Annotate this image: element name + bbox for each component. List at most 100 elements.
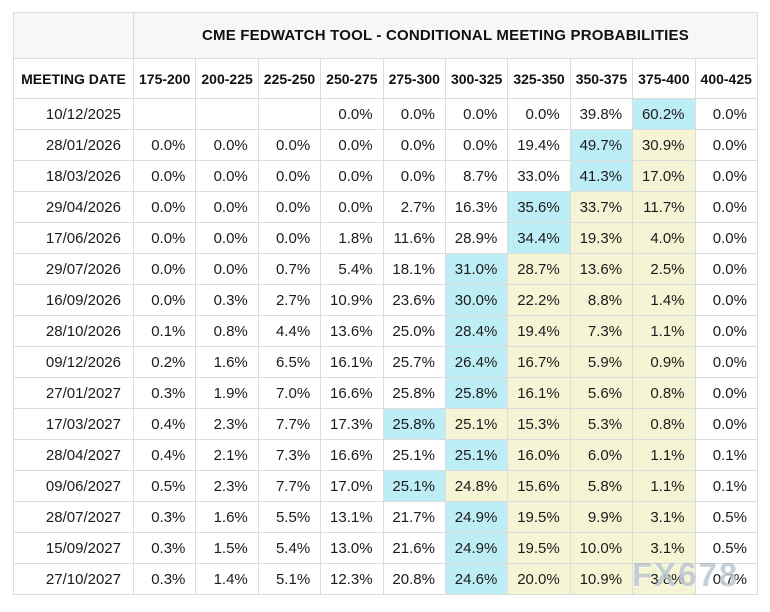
probability-cell: 0.0% <box>320 98 384 130</box>
column-header-225-250: 225-250 <box>257 58 322 99</box>
probability-cell: 1.6% <box>195 501 259 533</box>
probability-cell-yellow: 3.8% <box>632 563 696 595</box>
probability-cell-yellow: 16.1% <box>507 377 571 409</box>
probability-cell-cyan: 25.8% <box>382 408 446 440</box>
probability-cell: 0.1% <box>694 439 758 471</box>
probability-cell: 0.1% <box>694 470 758 502</box>
probability-cell: 0.7% <box>257 253 322 285</box>
probability-cell: 0.0% <box>132 160 197 192</box>
probability-cell-yellow: 10.9% <box>569 563 634 595</box>
probability-cell: 0.5% <box>694 501 758 533</box>
probability-cell-cyan: 24.9% <box>444 501 509 533</box>
column-header-200-225: 200-225 <box>195 58 259 99</box>
probability-cell-yellow: 16.7% <box>507 346 571 378</box>
probability-cell-yellow: 10.0% <box>569 532 634 564</box>
probability-cell-yellow: 19.4% <box>507 315 571 347</box>
probability-cell: 0.0% <box>694 160 758 192</box>
meeting-date-cell: 15/09/2027 <box>13 532 134 564</box>
column-header-meeting-date: MEETING DATE <box>13 58 134 99</box>
probability-cell-yellow: 25.1% <box>444 408 509 440</box>
probability-cell-yellow: 19.5% <box>507 501 571 533</box>
probability-cell: 25.8% <box>382 377 446 409</box>
probability-cell: 4.4% <box>257 315 322 347</box>
probability-cell-yellow: 5.3% <box>569 408 634 440</box>
probability-cell: 16.6% <box>320 377 384 409</box>
column-header-375-400: 375-400 <box>632 58 696 99</box>
column-header-175-200: 175-200 <box>132 58 197 99</box>
table-row: 28/07/2027 0.3% 1.6% 5.5% 13.1% 21.7% 24.9% 19.… <box>13 501 758 533</box>
probability-cell-yellow: 3.1% <box>632 532 696 564</box>
probability-cell-cyan: 60.2% <box>632 98 696 130</box>
probability-cell-yellow: 22.2% <box>507 284 571 316</box>
meeting-date-cell: 29/07/2026 <box>13 253 134 285</box>
fedwatch-probability-table: CME FEDWATCH TOOL - CONDITIONAL MEETING … <box>13 12 758 595</box>
probability-cell: 0.3% <box>132 501 197 533</box>
probability-cell: 0.0% <box>132 129 197 161</box>
table-row: 29/07/2026 0.0% 0.0% 0.7% 5.4% 18.1% 31.0% 28.7… <box>13 253 758 285</box>
probability-cell-cyan: 24.9% <box>444 532 509 564</box>
meeting-date-cell: 28/10/2026 <box>13 315 134 347</box>
probability-cell-cyan: 25.1% <box>444 439 509 471</box>
probability-cell-yellow: 0.9% <box>632 346 696 378</box>
probability-cell: 0.0% <box>320 160 384 192</box>
probability-cell-yellow: 28.7% <box>507 253 571 285</box>
table-row: 27/01/2027 0.3% 1.9% 7.0% 16.6% 25.8% 25.8% 16.… <box>13 377 758 409</box>
probability-cell-yellow: 5.8% <box>569 470 634 502</box>
probability-cell <box>257 98 322 130</box>
probability-cell: 20.8% <box>382 563 446 595</box>
probability-cell: 7.7% <box>257 408 322 440</box>
probability-cell-cyan: 49.7% <box>569 129 634 161</box>
probability-cell-yellow: 16.0% <box>507 439 571 471</box>
table-row: 09/12/2026 0.2% 1.6% 6.5% 16.1% 25.7% 26.4% 16.… <box>13 346 758 378</box>
probability-cell: 0.0% <box>382 160 446 192</box>
probability-cell-yellow: 30.9% <box>632 129 696 161</box>
probability-cell-yellow: 19.3% <box>569 222 634 254</box>
column-header-250-275: 250-275 <box>320 58 384 99</box>
probability-cell: 5.1% <box>257 563 322 595</box>
probability-cell: 0.0% <box>694 408 758 440</box>
probability-cell: 0.0% <box>694 129 758 161</box>
probability-cell-yellow: 13.6% <box>569 253 634 285</box>
probability-cell: 16.3% <box>444 191 509 223</box>
probability-cell: 0.0% <box>694 377 758 409</box>
table-row: 17/06/2026 0.0% 0.0% 0.0% 1.8% 11.6% 28.9% 34.4… <box>13 222 758 254</box>
corner-cell <box>13 12 134 59</box>
probability-cell-yellow: 20.0% <box>507 563 571 595</box>
meeting-date-cell: 28/04/2027 <box>13 439 134 471</box>
probability-cell: 0.0% <box>444 98 509 130</box>
probability-cell: 0.0% <box>694 315 758 347</box>
probability-cell: 2.7% <box>257 284 322 316</box>
probability-cell: 2.7% <box>382 191 446 223</box>
probability-cell-yellow: 15.3% <box>507 408 571 440</box>
probability-cell: 7.3% <box>257 439 322 471</box>
meeting-date-cell: 28/01/2026 <box>13 129 134 161</box>
probability-cell: 1.6% <box>195 346 259 378</box>
probability-cell-yellow: 1.1% <box>632 439 696 471</box>
probability-cell: 25.7% <box>382 346 446 378</box>
probability-cell: 0.0% <box>320 191 384 223</box>
table-row: 10/12/2025 0.0% 0.0% 0.0% 0.0% 39.8% 60.2% 0.0% <box>13 98 758 130</box>
probability-cell: 0.3% <box>132 532 197 564</box>
probability-cell: 0.0% <box>694 284 758 316</box>
probability-cell: 8.7% <box>444 160 509 192</box>
probability-cell: 6.5% <box>257 346 322 378</box>
probability-cell: 1.5% <box>195 532 259 564</box>
meeting-date-cell: 18/03/2026 <box>13 160 134 192</box>
probability-cell: 0.5% <box>132 470 197 502</box>
probability-cell-yellow: 4.0% <box>632 222 696 254</box>
probability-cell-yellow: 5.9% <box>569 346 634 378</box>
probability-cell: 25.1% <box>382 439 446 471</box>
probability-cell: 1.4% <box>195 563 259 595</box>
probability-cell: 0.0% <box>694 191 758 223</box>
probability-cell-cyan: 24.6% <box>444 563 509 595</box>
probability-cell: 17.3% <box>320 408 384 440</box>
probability-cell: 5.4% <box>257 532 322 564</box>
probability-cell-cyan: 30.0% <box>444 284 509 316</box>
probability-cell-yellow: 17.0% <box>632 160 696 192</box>
probability-cell: 0.7% <box>694 563 758 595</box>
probability-cell: 7.0% <box>257 377 322 409</box>
probability-cell: 2.3% <box>195 408 259 440</box>
probability-cell-cyan: 35.6% <box>507 191 571 223</box>
probability-cell-yellow: 1.4% <box>632 284 696 316</box>
table-row: 16/09/2026 0.0% 0.3% 2.7% 10.9% 23.6% 30.0% 22.… <box>13 284 758 316</box>
